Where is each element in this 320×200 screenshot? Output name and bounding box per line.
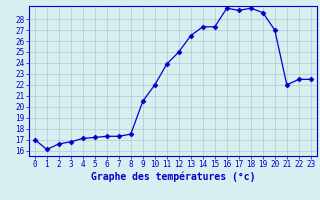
X-axis label: Graphe des températures (°c): Graphe des températures (°c) <box>91 172 255 182</box>
